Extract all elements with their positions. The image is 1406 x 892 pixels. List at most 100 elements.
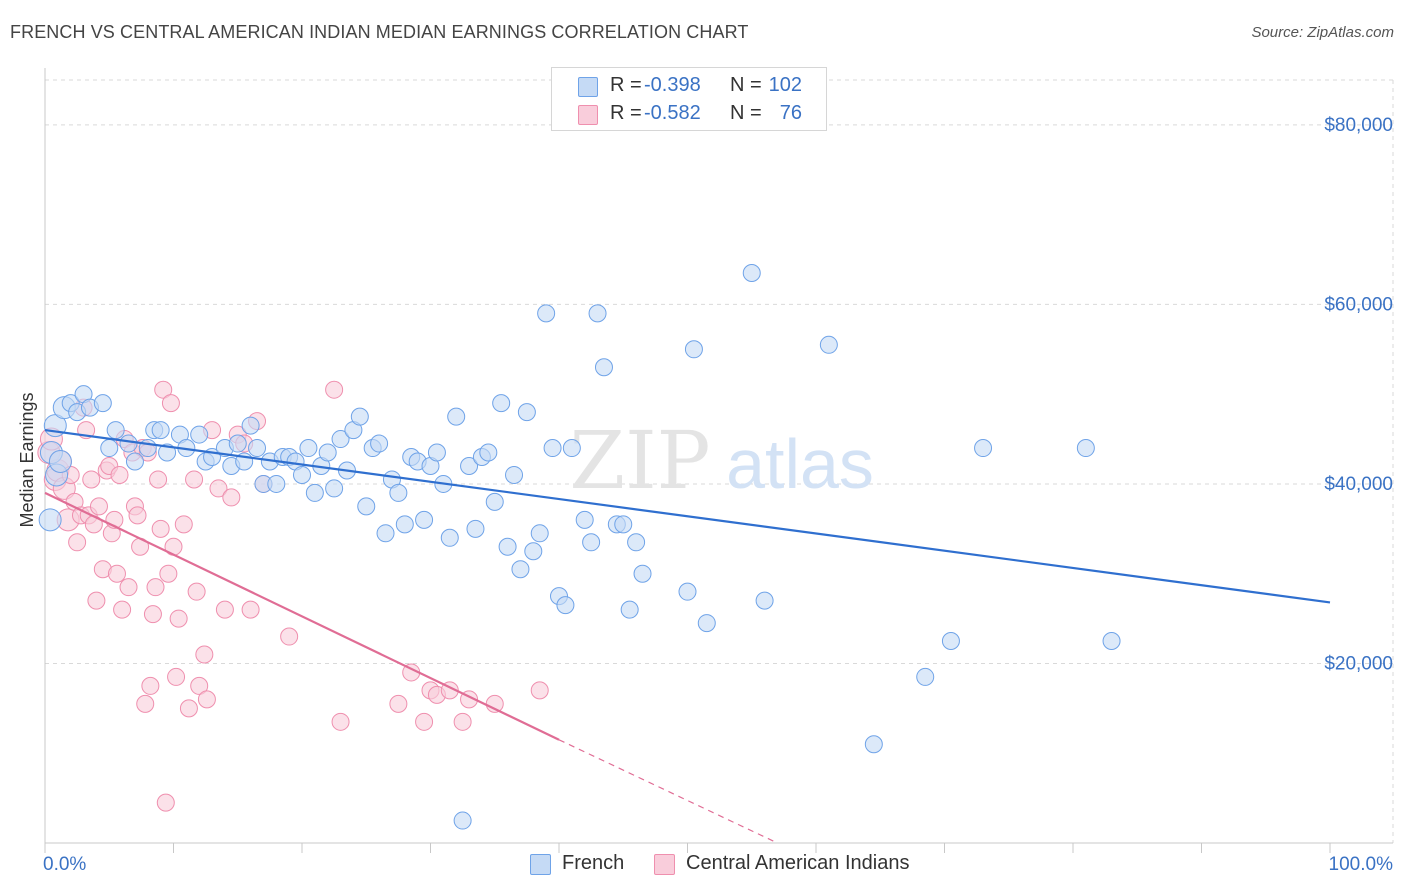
cai-point-38	[149, 470, 168, 489]
cai-point-53	[197, 690, 216, 709]
french-point-26	[228, 434, 247, 453]
french-point-0	[38, 508, 62, 532]
french-point-78	[562, 439, 581, 458]
cai-point-37	[146, 578, 165, 597]
french-point-81	[588, 304, 607, 323]
cai-point-41	[156, 793, 175, 812]
french-point-55	[415, 510, 434, 529]
cai-point-23	[107, 564, 126, 583]
watermark-zip: ZIP	[569, 414, 710, 507]
french-point-13	[119, 434, 138, 453]
cai-point-27	[119, 578, 138, 597]
cai-point-42	[159, 564, 178, 583]
legend-swatch-french	[578, 77, 598, 97]
french-trend-line	[44, 428, 1331, 604]
french-point-98	[1076, 439, 1095, 458]
cai-point-48	[179, 699, 198, 718]
french-point-49	[376, 524, 395, 543]
cai-point-36	[143, 605, 162, 624]
french-point-84	[614, 515, 633, 534]
cai-point-17	[89, 497, 108, 516]
cai-point-49	[185, 470, 204, 489]
x-tick-label-1: 100.0%	[1329, 854, 1394, 875]
y-tick-label-3: $80,000	[1324, 115, 1393, 136]
french-point-32	[267, 474, 286, 493]
cai-point-43	[161, 394, 180, 413]
cai-point-60	[241, 600, 260, 619]
cai-point-16	[87, 591, 106, 610]
french-point-12	[106, 421, 125, 440]
cai-point-57	[222, 488, 241, 507]
french-point-73	[530, 524, 549, 543]
y-axis-label: Median Earnings	[17, 392, 37, 527]
cai-point-64	[325, 380, 344, 399]
french-point-74	[537, 304, 556, 323]
french-point-63	[466, 519, 485, 538]
french-point-42	[331, 430, 350, 449]
cai-point-33	[136, 694, 155, 713]
french-point-67	[492, 394, 511, 413]
cai-trend-extension	[558, 739, 778, 844]
bottom-legend-swatch-cai	[654, 854, 675, 875]
french-point-4	[48, 450, 72, 473]
legend-n-value: 102	[768, 74, 802, 96]
french-point-68	[498, 537, 517, 556]
cai-point-45	[167, 667, 186, 686]
french-point-21	[190, 425, 209, 444]
french-point-46	[357, 497, 376, 516]
french-point-77	[556, 596, 575, 615]
legend-row-cai: R = -0.582 N = 76	[552, 100, 826, 128]
french-point-36	[293, 465, 311, 484]
bottom-legend-label-cai: Central American Indians	[686, 852, 910, 874]
french-point-41	[325, 479, 344, 498]
french-point-57	[427, 443, 446, 462]
cai-point-68	[415, 712, 434, 731]
cai-point-39	[151, 519, 170, 538]
cai-point-56	[215, 600, 234, 619]
cai-point-24	[110, 465, 129, 484]
cai-point-51	[190, 676, 209, 695]
french-point-88	[678, 582, 697, 601]
french-point-97	[974, 439, 993, 458]
french-point-90	[697, 614, 716, 633]
x-tick-labels: 0.0% 100.0%	[43, 854, 1393, 875]
cai-point-47	[174, 515, 193, 534]
french-point-72	[524, 542, 543, 561]
french-point-91	[742, 263, 761, 282]
french-point-79	[575, 510, 594, 529]
french-point-80	[582, 533, 601, 552]
french-point-82	[594, 358, 613, 377]
french-point-87	[633, 564, 652, 583]
cai-trend-line	[44, 491, 560, 741]
french-point-95	[916, 667, 935, 686]
french-point-38	[305, 483, 324, 502]
french-point-70	[511, 560, 530, 579]
cai-point-30	[128, 506, 147, 525]
french-point-28	[241, 416, 260, 435]
french-point-59	[440, 528, 459, 547]
x-tick-label-0: 0.0%	[43, 854, 86, 875]
french-point-71	[517, 403, 536, 422]
french-point-18	[158, 443, 177, 462]
legend-r-label: R =	[610, 74, 642, 96]
cai-point-14	[82, 470, 101, 489]
cai-point-52	[195, 645, 214, 664]
french-point-86	[627, 533, 646, 552]
cai-point-46	[169, 609, 188, 628]
cai-point-72	[453, 712, 472, 731]
french-point-66	[485, 492, 504, 511]
y-tick-label-2: $60,000	[1324, 294, 1393, 315]
legend-n-value: 76	[779, 102, 802, 124]
french-point-65	[479, 443, 498, 462]
cai-point-50	[187, 582, 206, 601]
source-label: Source: ZipAtlas.com	[1251, 24, 1394, 41]
french-point-10	[93, 394, 112, 413]
cai-point-40	[154, 380, 173, 399]
french-point-85	[620, 600, 639, 619]
french-point-62	[460, 456, 479, 475]
y-tick-labels: $20,000 $40,000 $60,000 $80,000	[1324, 115, 1393, 675]
cai-point-35	[141, 676, 160, 695]
french-point-69	[505, 465, 524, 484]
legend-n-label: N =	[730, 74, 762, 96]
